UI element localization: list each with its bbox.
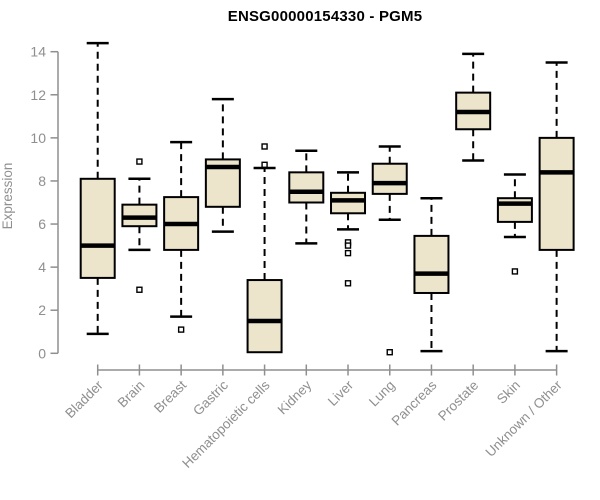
- box-group-unknown-other: [538, 61, 575, 353]
- y-tick-label: 0: [38, 345, 46, 361]
- iqr-box: [413, 234, 450, 294]
- box-group-prostate: [455, 52, 492, 162]
- outlier-point: [261, 161, 268, 168]
- x-tick-label: Breast: [151, 377, 189, 415]
- box-group-lung: [371, 145, 408, 356]
- box-group-hematopoietic-cells: [246, 143, 283, 354]
- iqr-box: [371, 162, 408, 195]
- iqr-box: [538, 136, 575, 251]
- chart-title: ENSG00000154330 - PGM5: [227, 8, 423, 25]
- x-tick-label: Kidney: [275, 377, 315, 417]
- iqr-box: [288, 171, 325, 204]
- x-tick-label: Unknown / Other: [483, 377, 566, 460]
- box-group-breast: [163, 140, 200, 333]
- x-tick-label: Skin: [494, 378, 523, 407]
- iqr-box: [79, 177, 116, 279]
- box-group-pancreas: [413, 196, 450, 353]
- outlier-point: [136, 158, 143, 165]
- outlier-point: [261, 143, 268, 150]
- y-tick-label: 12: [30, 87, 46, 103]
- x-tick-label: Brain: [115, 378, 148, 411]
- iqr-box: [330, 191, 367, 215]
- x-tick-label: Gastric: [190, 377, 231, 418]
- y-tick-label: 2: [38, 302, 46, 318]
- y-axis-title: Expression: [0, 162, 15, 230]
- outlier-point: [386, 349, 393, 356]
- iqr-box: [246, 279, 283, 354]
- box-group-bladder: [79, 41, 116, 336]
- box-group-brain: [121, 158, 158, 293]
- box-group-liver: [330, 171, 367, 287]
- y-tick-label: 10: [30, 130, 46, 146]
- x-tick-label: Liver: [325, 377, 357, 409]
- x-tick-label: Prostate: [435, 378, 481, 424]
- outlier-point: [344, 242, 352, 249]
- box-group-kidney: [288, 149, 325, 245]
- y-tick-label: 14: [30, 44, 46, 60]
- outlier-point: [511, 268, 519, 275]
- x-tick-label: Bladder: [62, 377, 106, 421]
- outlier-point: [136, 286, 143, 293]
- outlier-point: [344, 249, 352, 257]
- x-tick-label: Pancreas: [389, 377, 440, 428]
- outlier-point: [177, 326, 185, 333]
- box-group-skin: [496, 173, 533, 275]
- y-tick-label: 6: [38, 216, 46, 232]
- y-tick-label: 4: [38, 259, 46, 275]
- x-tick-label: Lung: [366, 378, 398, 410]
- y-tick-label: 8: [38, 173, 46, 189]
- outlier-point: [344, 280, 352, 287]
- box-group-gastric: [204, 97, 241, 233]
